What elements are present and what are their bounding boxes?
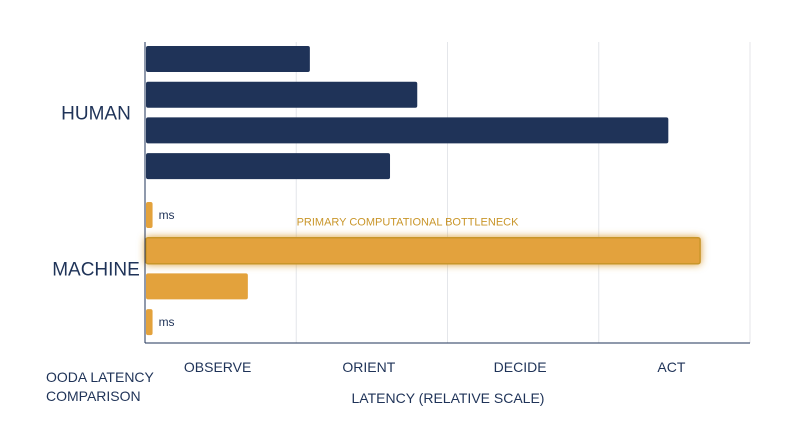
bar-machine-1 — [146, 202, 153, 228]
corner-label-line: OODA LATENCY — [46, 369, 155, 385]
bar-human-4 — [146, 153, 391, 180]
bar-machine-3 — [146, 273, 248, 300]
bottleneck-annotation: PRIMARY COMPUTATIONAL BOTTLENECK — [297, 217, 520, 229]
corner-label-line: COMPARISON — [46, 388, 141, 404]
axes — [144, 42, 750, 344]
bar-human-3 — [146, 117, 669, 144]
bar-human-1 — [146, 46, 310, 72]
column-label-act: ACT — [657, 359, 685, 375]
group-label-human: HUMAN — [61, 104, 131, 125]
labels: HUMAN ms PRIMARY COMPUTATIONAL BOTTLENECK m… — [46, 104, 686, 406]
bar-machine-4 — [146, 309, 153, 336]
gridlines — [295, 42, 751, 343]
column-label-decide: DECIDE — [494, 359, 547, 375]
x-axis-title: LATENCY (RELATIVE SCALE) — [352, 390, 545, 406]
column-label-observe: OBSERVE — [184, 359, 251, 375]
bar-unit-label: ms — [159, 315, 175, 329]
column-label-orient: ORIENT — [342, 359, 395, 375]
bar-human-2 — [146, 81, 418, 108]
bars — [145, 46, 701, 336]
bar-machine-2 — [145, 236, 701, 265]
group-label-machine: MACHINE — [52, 260, 140, 281]
bar-unit-label: ms — [159, 208, 175, 222]
